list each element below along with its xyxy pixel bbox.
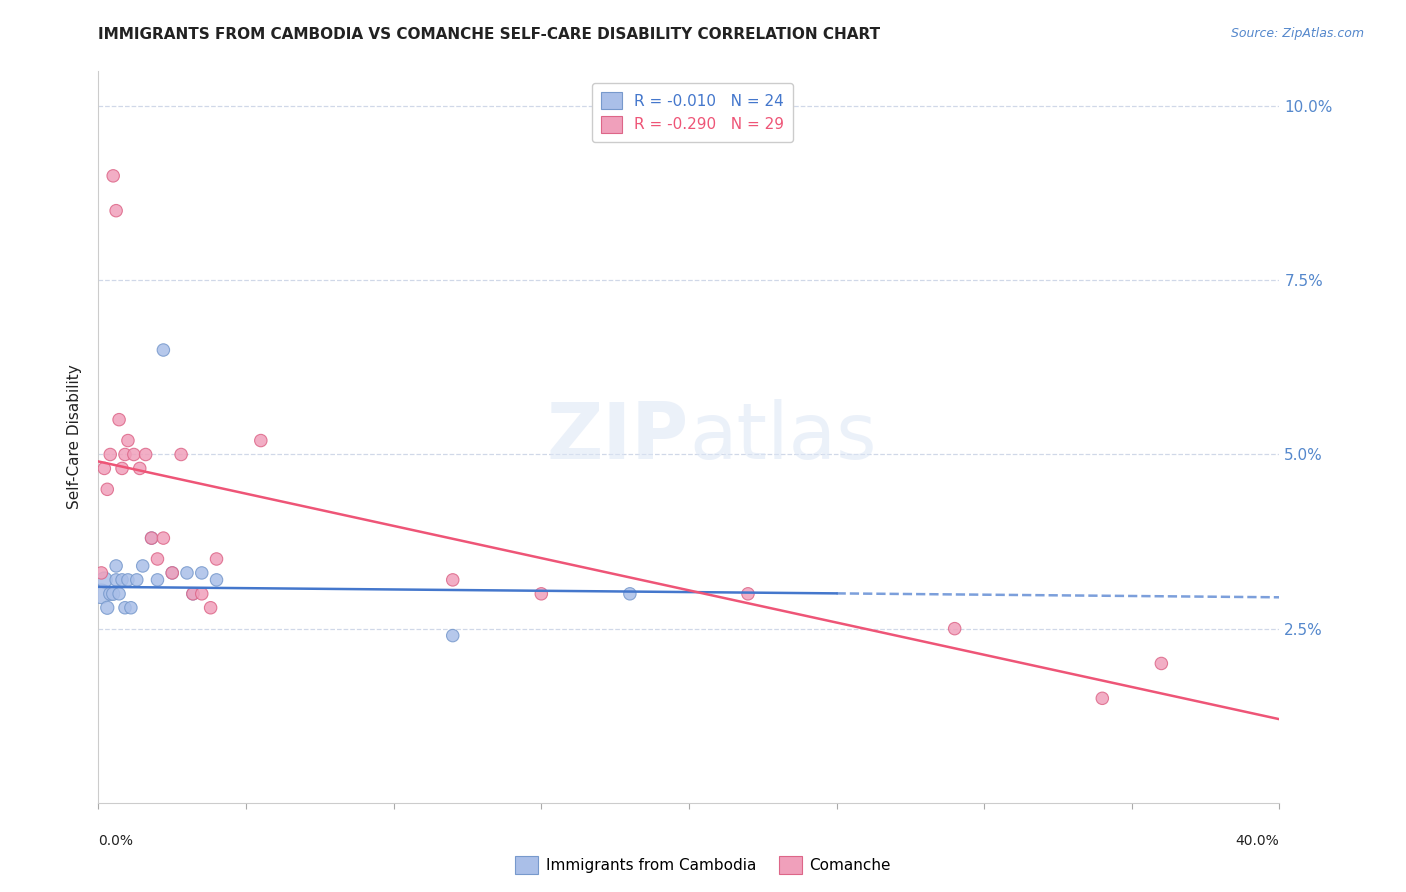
Point	[114, 600, 136, 615]
Point	[619, 587, 641, 601]
Point	[122, 448, 145, 462]
Point	[530, 587, 553, 601]
Point	[108, 412, 131, 426]
Point	[90, 566, 112, 580]
Point	[146, 573, 169, 587]
Point	[162, 566, 183, 580]
Point	[176, 566, 198, 580]
Point	[250, 434, 273, 448]
Point	[108, 587, 131, 601]
Point	[103, 169, 125, 183]
Point	[135, 448, 157, 462]
Point	[117, 434, 139, 448]
Point	[205, 552, 228, 566]
Point	[117, 573, 139, 587]
Point	[98, 448, 121, 462]
Point	[111, 573, 134, 587]
Point	[1091, 691, 1114, 706]
Point	[120, 600, 142, 615]
Point	[152, 531, 174, 545]
Point	[96, 600, 118, 615]
Point	[93, 573, 115, 587]
Point	[441, 573, 464, 587]
Point	[191, 566, 214, 580]
Point	[90, 587, 112, 601]
Point	[93, 461, 115, 475]
Point	[441, 629, 464, 643]
Point	[128, 461, 150, 475]
Point	[170, 448, 193, 462]
Text: IMMIGRANTS FROM CAMBODIA VS COMANCHE SELF-CARE DISABILITY CORRELATION CHART: IMMIGRANTS FROM CAMBODIA VS COMANCHE SEL…	[98, 27, 880, 42]
Point	[146, 552, 169, 566]
Text: 0.0%: 0.0%	[98, 834, 134, 848]
Point	[943, 622, 966, 636]
Point	[181, 587, 204, 601]
Point	[125, 573, 148, 587]
Text: Source: ZipAtlas.com: Source: ZipAtlas.com	[1230, 27, 1364, 40]
Point	[141, 531, 163, 545]
Point	[96, 483, 118, 497]
Text: ZIP: ZIP	[547, 399, 689, 475]
Point	[200, 600, 222, 615]
Text: 40.0%: 40.0%	[1236, 834, 1279, 848]
Point	[111, 461, 134, 475]
Point	[132, 558, 155, 573]
Point	[98, 587, 121, 601]
Point	[105, 573, 128, 587]
Point	[205, 573, 228, 587]
Legend: Immigrants from Cambodia, Comanche: Immigrants from Cambodia, Comanche	[509, 850, 897, 880]
Y-axis label: Self-Care Disability: Self-Care Disability	[67, 365, 83, 509]
Text: atlas: atlas	[689, 399, 876, 475]
Point	[103, 587, 125, 601]
Point	[105, 203, 128, 218]
Point	[737, 587, 759, 601]
Point	[152, 343, 174, 357]
Point	[191, 587, 214, 601]
Legend: R = -0.010   N = 24, R = -0.290   N = 29: R = -0.010 N = 24, R = -0.290 N = 29	[592, 83, 793, 143]
Point	[105, 558, 128, 573]
Point	[1150, 657, 1173, 671]
Point	[141, 531, 163, 545]
Point	[114, 448, 136, 462]
Point	[181, 587, 204, 601]
Point	[162, 566, 183, 580]
